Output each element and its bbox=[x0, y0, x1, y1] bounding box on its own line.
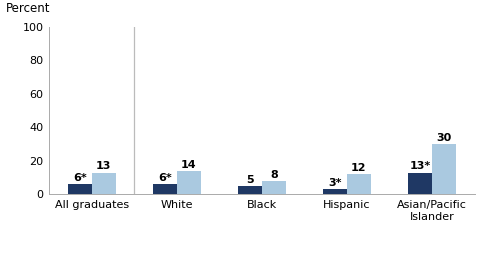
Bar bbox=[152, 184, 177, 194]
Bar bbox=[346, 174, 370, 194]
Text: 6*: 6* bbox=[158, 173, 171, 183]
Bar bbox=[177, 171, 200, 194]
Text: 13: 13 bbox=[96, 161, 111, 171]
Text: 5: 5 bbox=[246, 175, 253, 185]
Bar bbox=[322, 189, 346, 194]
Text: 13*: 13* bbox=[408, 161, 430, 171]
Text: 6*: 6* bbox=[73, 173, 87, 183]
Bar bbox=[408, 173, 431, 194]
Bar bbox=[91, 173, 115, 194]
Bar bbox=[238, 186, 261, 194]
Text: 8: 8 bbox=[270, 170, 277, 180]
Text: Percent: Percent bbox=[6, 2, 50, 15]
Bar bbox=[261, 181, 285, 194]
Text: 12: 12 bbox=[350, 163, 366, 173]
Text: 3*: 3* bbox=[328, 178, 341, 188]
Text: 30: 30 bbox=[436, 133, 451, 143]
Bar bbox=[431, 144, 455, 194]
Bar bbox=[68, 184, 91, 194]
Text: 14: 14 bbox=[181, 160, 196, 170]
